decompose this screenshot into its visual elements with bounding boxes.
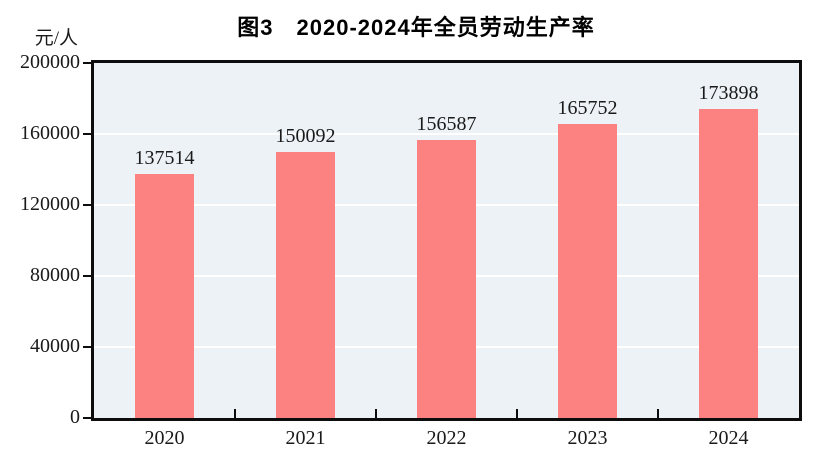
y-axis-tick (83, 346, 91, 348)
y-axis-unit-label: 元/人 (34, 28, 78, 49)
y-axis-tick-label: 40000 (30, 335, 80, 357)
gridline (94, 133, 799, 135)
bar-2024 (699, 109, 758, 418)
plot-area: 137514 150092 156587 165752 173898 (91, 60, 802, 421)
bar-value-label: 165752 (557, 96, 618, 119)
y-axis-tick-label: 120000 (20, 193, 80, 215)
bar-value-label: 137514 (134, 146, 195, 169)
y-axis-tick-label: 200000 (20, 51, 80, 73)
x-axis-tick (234, 409, 236, 418)
x-axis-tick-label: 2020 (144, 427, 185, 449)
x-axis-tick (657, 409, 659, 418)
chart-title: 图3 2020-2024年全员劳动生产率 (237, 15, 595, 40)
x-axis-tick (375, 409, 377, 418)
y-axis-tick (83, 275, 91, 277)
x-axis-tick-label: 2023 (567, 427, 608, 449)
bar-value-label: 156587 (416, 113, 477, 136)
y-axis-tick (83, 417, 91, 419)
bar-2023 (558, 123, 617, 418)
x-axis-tick-label: 2022 (426, 427, 467, 449)
y-axis-tick-label: 80000 (30, 264, 80, 286)
x-axis-tick (516, 409, 518, 418)
bar-2021 (276, 151, 335, 418)
bar-value-label: 173898 (698, 82, 759, 105)
x-axis-tick-label: 2021 (285, 427, 326, 449)
y-axis-tick-label: 0 (70, 406, 80, 428)
bar-2022 (417, 140, 476, 418)
y-axis-tick (83, 204, 91, 206)
y-axis-tick (83, 62, 91, 64)
y-axis-tick (83, 133, 91, 135)
bar-value-label: 150092 (275, 124, 336, 147)
x-axis-tick-label: 2024 (708, 427, 749, 449)
bar-2020 (135, 173, 194, 418)
y-axis-tick-label: 160000 (20, 122, 80, 144)
